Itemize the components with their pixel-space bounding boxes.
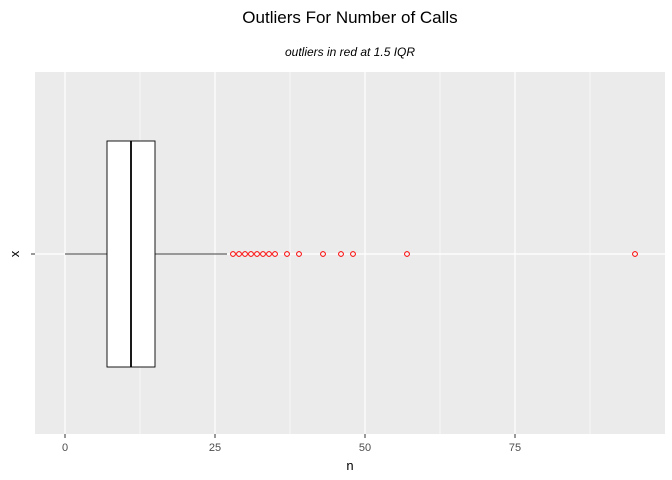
outlier-point [284,251,290,257]
x-tick-label: 0 [62,442,68,454]
x-axis-title: n [346,458,353,473]
x-tick-label: 75 [509,442,521,454]
outlier-point [248,251,254,257]
outlier-point [404,251,410,257]
outlier-point [254,251,260,257]
outlier-point [350,251,356,257]
chart-title: Outliers For Number of Calls [242,8,457,27]
outlier-point [632,251,638,257]
box-layer [65,140,227,368]
chart-subtitle: outliers in red at 1.5 IQR [285,45,415,59]
outlier-point [230,251,236,257]
outlier-point [296,251,302,257]
outlier-point [320,251,326,257]
x-axis: 0 25 50 75 [62,434,521,454]
outlier-point [338,251,344,257]
outlier-point [236,251,242,257]
outlier-point [266,251,272,257]
outlier-point [242,251,248,257]
outlier-layer [230,251,638,257]
outlier-point [272,251,278,257]
outlier-point [260,251,266,257]
x-tick-label: 25 [209,442,221,454]
y-axis-title: x [7,250,22,257]
x-tick-label: 50 [359,442,371,454]
